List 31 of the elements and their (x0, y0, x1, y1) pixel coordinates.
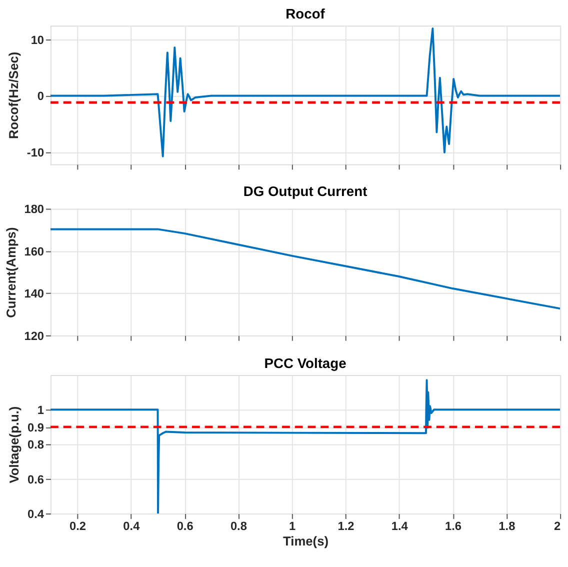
line-series (50, 27, 560, 158)
x-tick-label: 1.8 (498, 518, 516, 533)
chart-title: Rocof (286, 6, 326, 22)
chart-title: PCC Voltage (264, 355, 347, 372)
y-tick-label: 140 (24, 286, 44, 301)
y-tick-label: 1 (37, 403, 44, 418)
line-series (50, 228, 560, 310)
y-axis-title: Current(Amps) (3, 227, 18, 318)
x-tick-label: 1.2 (338, 518, 355, 533)
y-axis-title: Voltage(p.u.) (6, 406, 22, 484)
y-tick-label: 0.9 (28, 420, 44, 434)
x-tick-label: 0.6 (176, 518, 194, 533)
x-tick-label: 0.4 (123, 518, 140, 533)
x-tick-label: 0.2 (70, 518, 86, 533)
x-tick-label: 1.4 (391, 518, 408, 533)
y-tick-label: 0.4 (28, 506, 44, 521)
y-tick-label: 10 (30, 33, 44, 48)
y-tick-label: 180 (24, 202, 44, 216)
y-tick-label: 160 (24, 244, 44, 258)
y-tick-label: 0.6 (28, 472, 44, 486)
y-tick-label: -10 (26, 145, 44, 160)
x-axis-title: Time(s) (283, 534, 329, 549)
y-tick-label: 0 (37, 89, 44, 104)
y-tick-label: 0.8 (28, 438, 44, 452)
y-axis-title: Rocof(Hz/Sec) (6, 52, 21, 140)
x-tick-label: 1.6 (445, 518, 462, 533)
x-tick-label: 1 (289, 518, 296, 533)
chart-title: DG Output Current (243, 182, 368, 199)
x-tick-label: 0.8 (230, 518, 248, 533)
y-tick-label: 120 (24, 328, 44, 343)
x-tick-label: 2 (554, 518, 561, 533)
